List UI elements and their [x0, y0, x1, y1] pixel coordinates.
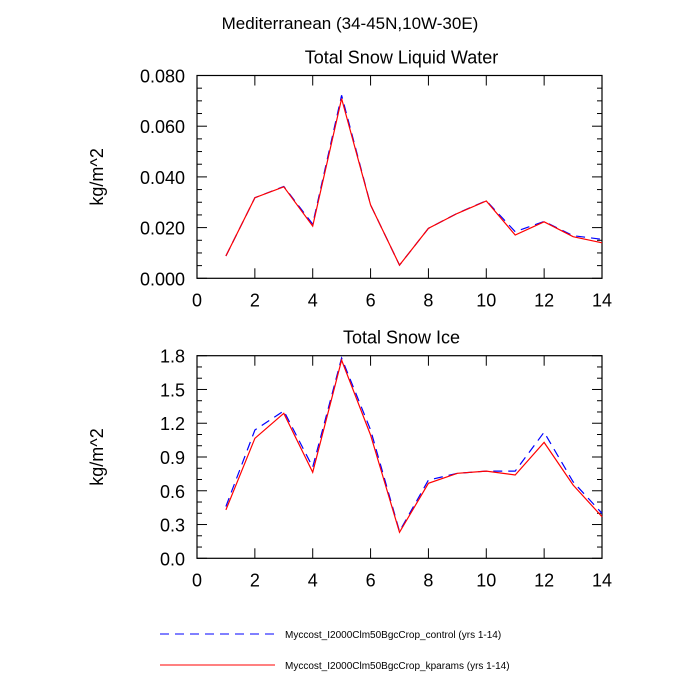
y-tick-label: 1.5: [160, 380, 185, 400]
x-tick-label: 2: [250, 290, 260, 310]
x-tick-label: 0: [192, 570, 202, 590]
y-tick-label: 0.6: [160, 482, 185, 502]
panel-title: Total Snow Liquid Water: [305, 48, 498, 68]
y-tick-label: 1.8: [160, 347, 185, 367]
y-tick-label: 0.3: [160, 516, 185, 536]
panel-title: Total Snow Ice: [343, 328, 460, 348]
x-tick-label: 0: [192, 290, 202, 310]
legend: Myccost_I2000Clm50BgcCrop_control (yrs 1…: [160, 630, 510, 672]
series-line-kparams: [225, 358, 603, 534]
x-tick-label: 6: [366, 570, 376, 590]
y-tick-label: 0.020: [140, 219, 185, 239]
plot-frame: [196, 74, 603, 279]
x-tick-label: 10: [476, 290, 496, 310]
legend-label-control: Myccost_I2000Clm50BgcCrop_control (yrs 1…: [285, 630, 501, 641]
y-axis-label: kg/m^2: [87, 428, 107, 485]
x-tick-label: 14: [592, 570, 612, 590]
x-tick-label: 2: [250, 570, 260, 590]
x-tick-label: 6: [366, 290, 376, 310]
main-title: Mediterranean (34-45N,10W-30E): [222, 14, 479, 33]
x-tick-label: 12: [534, 290, 554, 310]
x-tick-label: 4: [308, 290, 318, 310]
series-line-kparams: [225, 98, 603, 267]
x-tick-label: 4: [308, 570, 318, 590]
y-tick-label: 0.0: [160, 549, 185, 569]
series-line-control: [225, 356, 603, 533]
x-tick-label: 12: [534, 570, 554, 590]
y-tick-label: 0.000: [140, 269, 185, 289]
plot-frame: [196, 355, 603, 559]
series-line-control: [225, 95, 603, 267]
x-tick-label: 8: [423, 570, 433, 590]
y-tick-label: 1.2: [160, 414, 185, 434]
y-tick-label: 0.080: [140, 67, 185, 87]
y-tick-label: 0.9: [160, 448, 185, 468]
panel-1: Total Snow Liquid Water kg/m^2 0.000 0.020 0…: [87, 48, 612, 311]
y-axis-label: kg/m^2: [87, 148, 107, 205]
y-tick-label: 0.040: [140, 168, 185, 188]
x-tick-label: 14: [592, 290, 612, 310]
y-tick-label: 0.060: [140, 117, 185, 137]
x-tick-label: 10: [476, 570, 496, 590]
x-tick-label: 8: [423, 290, 433, 310]
panel-2: Total Snow Ice kg/m^2 0.0 0.3 0.6 0.9 1.2 1.5 1.…: [87, 328, 612, 591]
legend-label-kparams: Myccost_I2000Clm50BgcCrop_kparams (yrs 1…: [285, 661, 510, 672]
